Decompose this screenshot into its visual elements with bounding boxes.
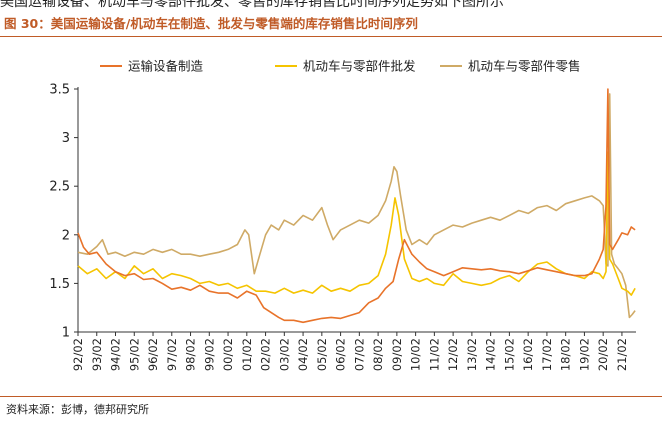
x-tick-label: 14/02 xyxy=(484,338,498,371)
x-tick-label: 15/02 xyxy=(502,338,516,371)
x-tick-label: 20/02 xyxy=(596,338,610,371)
footer-divider xyxy=(0,396,662,397)
x-tick-label: 92/02 xyxy=(71,338,85,371)
header-fragment-text: 美国运输设备、机动车与零部件批发、零售的库存销售比时间序列走势如下图所示 xyxy=(0,0,504,10)
x-tick-label: 21/02 xyxy=(615,338,629,371)
series-line-3 xyxy=(77,93,636,319)
legend-label-3: 机动车与零部件零售 xyxy=(468,59,581,74)
x-tick-label: 18/02 xyxy=(559,338,573,371)
x-tick-label: 12/02 xyxy=(446,338,460,371)
y-tick-label: 3 xyxy=(62,131,70,146)
x-tick-label: 97/02 xyxy=(165,338,179,371)
x-tick-label: 99/02 xyxy=(202,338,216,371)
source-note: 资料来源：彭博，德邦研究所 xyxy=(6,403,149,416)
x-tick-label: 03/02 xyxy=(277,338,291,371)
x-tick-label: 01/02 xyxy=(240,338,254,371)
x-tick-label: 09/02 xyxy=(390,338,404,371)
x-tick-label: 93/02 xyxy=(90,338,104,371)
y-tick-label: 2 xyxy=(62,228,70,243)
x-tick-label: 04/02 xyxy=(296,338,310,371)
x-tick-label: 02/02 xyxy=(259,338,273,371)
x-tick-label: 10/02 xyxy=(409,338,423,371)
x-tick-label: 96/02 xyxy=(146,338,160,371)
x-tick-label: 07/02 xyxy=(352,338,366,371)
y-tick-label: 1 xyxy=(62,326,70,341)
x-tick-label: 95/02 xyxy=(127,338,141,371)
line-chart: 1 1.5 2 2.5 3 3.5 92/02 93/02 94/02 95/02 96/02 97/… xyxy=(49,59,636,371)
x-tick-label: 00/02 xyxy=(221,338,235,371)
x-tick-label: 98/02 xyxy=(184,338,198,371)
x-tick-label: 08/02 xyxy=(371,338,385,371)
previous-text-fragment: 美国运输设备、机动车与零部件批发、零售的库存销售比时间序列走势如下图所示 xyxy=(0,0,662,10)
y-tick-label: 2.5 xyxy=(49,180,70,195)
x-tick-label: 11/02 xyxy=(427,338,441,371)
y-tick-label: 1.5 xyxy=(49,277,70,292)
x-tick-label: 05/02 xyxy=(315,338,329,371)
y-tick-label: 3.5 xyxy=(49,83,70,98)
x-tick-label: 17/02 xyxy=(540,338,554,371)
figure-title: 图 30：美国运输设备/机动车在制造、批发与零售端的库存销售比时间序列 xyxy=(4,16,418,31)
x-tick-label: 16/02 xyxy=(521,338,535,371)
series-line-2 xyxy=(77,151,636,296)
legend-label-2: 机动车与零部件批发 xyxy=(303,59,416,74)
legend-label-1: 运输设备制造 xyxy=(128,59,204,74)
title-divider xyxy=(0,36,662,37)
x-tick-label: 94/02 xyxy=(109,338,123,371)
x-tick-label: 06/02 xyxy=(334,338,348,371)
x-tick-label: 19/02 xyxy=(577,338,591,371)
series-line-1 xyxy=(77,88,636,324)
x-tick-label: 13/02 xyxy=(465,338,479,371)
